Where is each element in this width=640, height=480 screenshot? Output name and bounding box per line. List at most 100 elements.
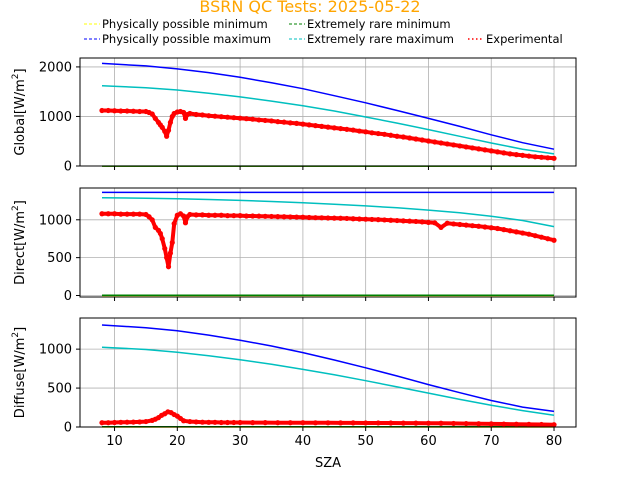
experimental-point [432, 139, 438, 145]
experimental-point [319, 215, 325, 221]
experimental-point [325, 420, 331, 426]
experimental-point [425, 420, 432, 426]
experimental-point [538, 421, 545, 428]
series-rare-max-line [101, 84, 555, 155]
y-tick-label: 500 [47, 251, 72, 266]
experimental-point [231, 419, 237, 426]
y-axis-label-close: ] [13, 68, 28, 73]
experimental-point [262, 420, 268, 426]
y-tick-label: 500 [47, 382, 72, 397]
experimental-point [118, 108, 124, 114]
experimental-point [243, 116, 249, 122]
experimental-point [350, 127, 356, 133]
y-tick-label: 1000 [39, 110, 72, 125]
experimental-point [294, 214, 300, 220]
y-axis-label-close: ] [13, 200, 28, 205]
experimental-point [400, 420, 406, 426]
experimental-point [149, 111, 155, 117]
legend-label-phys-min: Physically possible minimum [102, 17, 268, 31]
experimental-point [287, 120, 293, 126]
y-axis-label-superscript: 2 [11, 332, 21, 338]
series-rare-max-line [101, 346, 555, 417]
experimental-point [312, 123, 319, 129]
experimental-point [494, 225, 501, 232]
experimental-point [218, 114, 224, 120]
experimental-point [419, 219, 425, 225]
experimental-point [507, 151, 513, 157]
experimental-point [275, 119, 281, 125]
x-tick-label: 80 [546, 434, 563, 449]
experimental-point [250, 116, 256, 122]
experimental-point [325, 215, 331, 221]
experimental-point [513, 229, 519, 235]
series-experimental-band [100, 211, 556, 269]
experimental-point [463, 144, 469, 150]
axes-frame [79, 317, 577, 428]
experimental-point [551, 155, 557, 161]
experimental-point [450, 221, 457, 227]
experimental-point [268, 213, 275, 220]
experimental-point [237, 115, 243, 121]
experimental-point [419, 137, 425, 143]
experimental-point [319, 123, 325, 129]
experimental-point [457, 221, 463, 228]
experimental-point [193, 111, 199, 118]
experimental-point [369, 216, 375, 223]
experimental-point [469, 223, 476, 229]
experimental-point [344, 126, 350, 132]
experimental-point [268, 118, 275, 124]
experimental-point [344, 215, 350, 222]
experimental-point [130, 211, 136, 217]
experimental-point [187, 418, 193, 425]
experimental-point [450, 420, 457, 427]
experimental-point [413, 218, 419, 225]
experimental-point [99, 211, 105, 217]
experimental-point [532, 233, 538, 239]
experimental-point [482, 224, 488, 230]
experimental-point [262, 117, 268, 124]
experimental-point [124, 108, 130, 114]
experimental-point [400, 134, 406, 140]
experimental-point [369, 130, 375, 136]
experimental-point [164, 133, 170, 139]
experimental-point [394, 133, 400, 139]
legend: Physically possible minimum Extremely ra… [84, 17, 563, 46]
experimental-point [400, 218, 406, 224]
experimental-point [218, 419, 224, 426]
y-tick-label: 2000 [39, 60, 72, 75]
experimental-point [99, 107, 105, 114]
experimental-point [165, 264, 172, 270]
experimental-point [457, 143, 463, 149]
experimental-point [275, 214, 281, 220]
experimental-point [438, 420, 444, 426]
experimental-point [294, 120, 300, 126]
experimental-point [118, 419, 124, 425]
x-tick-label: 70 [483, 434, 500, 449]
axes-frame [79, 57, 577, 167]
experimental-point [407, 218, 413, 224]
experimental-point [212, 212, 218, 218]
experimental-point [501, 421, 507, 427]
experimental-point [381, 131, 388, 137]
experimental-point [231, 115, 237, 121]
experimental-point [488, 148, 494, 154]
experimental-point [193, 419, 199, 425]
y-tick-label: 1000 [39, 343, 72, 358]
experimental-point [281, 119, 287, 125]
experimental-point [312, 420, 319, 426]
experimental-point [149, 217, 155, 223]
y-axis-label: Direct[W/m2] [11, 200, 28, 285]
axes-frame [79, 187, 577, 298]
experimental-point [388, 420, 394, 426]
experimental-point [356, 128, 362, 134]
experimental-point [337, 420, 344, 426]
experimental-point [463, 420, 469, 427]
experimental-point [130, 419, 136, 425]
experimental-point [363, 129, 369, 135]
y-axis-label: Global[W/m2] [11, 68, 28, 155]
experimental-point [538, 154, 545, 160]
experimental-point [224, 114, 231, 120]
experimental-point [350, 216, 356, 222]
experimental-point [250, 420, 256, 426]
experimental-point [394, 217, 400, 224]
